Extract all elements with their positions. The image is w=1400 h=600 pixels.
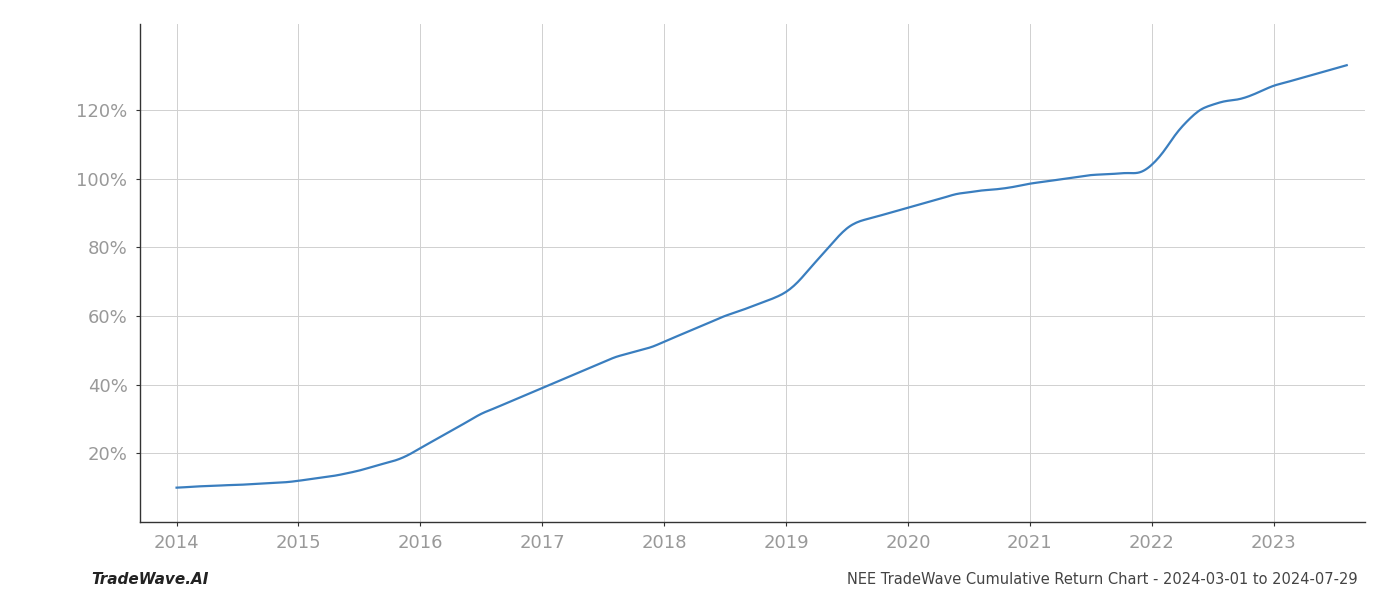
Text: NEE TradeWave Cumulative Return Chart - 2024-03-01 to 2024-07-29: NEE TradeWave Cumulative Return Chart - … bbox=[847, 572, 1358, 587]
Text: TradeWave.AI: TradeWave.AI bbox=[91, 572, 209, 587]
